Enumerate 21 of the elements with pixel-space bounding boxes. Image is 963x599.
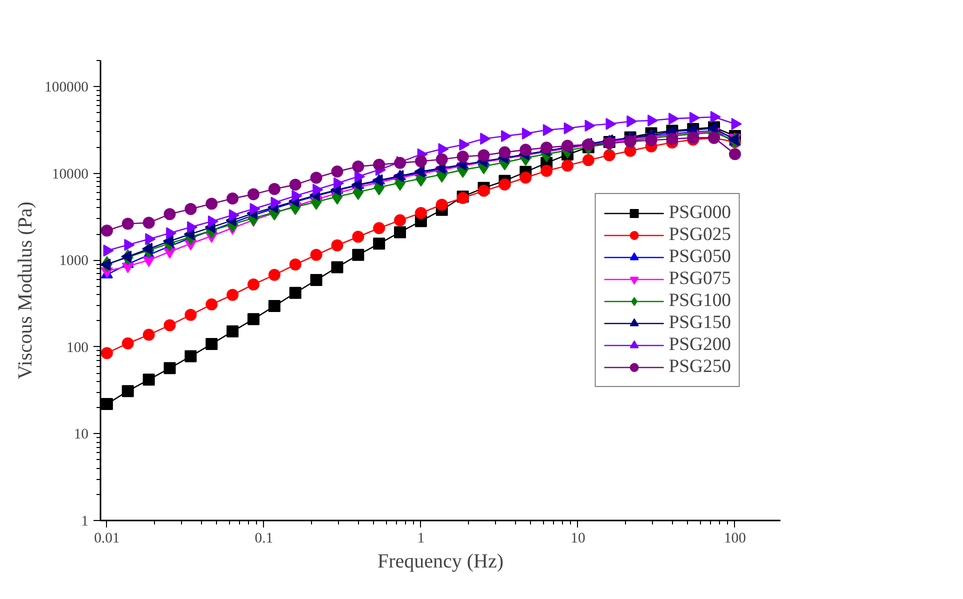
legend-label: PSG025 <box>668 224 731 246</box>
x-tick-label: 10 <box>570 530 586 546</box>
x-tick-label: 0.01 <box>94 530 120 546</box>
x-tick-label: 0.1 <box>254 530 274 546</box>
y-tick-label: 100000 <box>44 80 88 96</box>
legend-label: PSG050 <box>668 246 731 268</box>
y-tick-label: 1 <box>81 514 88 530</box>
legend-label: PSG150 <box>668 312 731 334</box>
legend-label: PSG200 <box>668 334 731 356</box>
y-tick-label: 10 <box>74 426 88 443</box>
x-tick-label: 1 <box>417 530 425 546</box>
legend-label: PSG000 <box>668 202 731 224</box>
x-axis-title: Frequency (Hz) <box>377 550 504 572</box>
legend-label: PSG250 <box>668 356 731 378</box>
y-axis-title: Viscous Modulus (Pa) <box>14 202 37 380</box>
x-tick-label: 100 <box>724 530 746 546</box>
legend-label: PSG100 <box>668 290 731 312</box>
y-tick-label: 100 <box>66 340 88 356</box>
legend-label: PSG075 <box>668 268 731 290</box>
y-tick-label: 10000 <box>52 166 88 182</box>
y-tick-label: 1000 <box>59 253 88 270</box>
